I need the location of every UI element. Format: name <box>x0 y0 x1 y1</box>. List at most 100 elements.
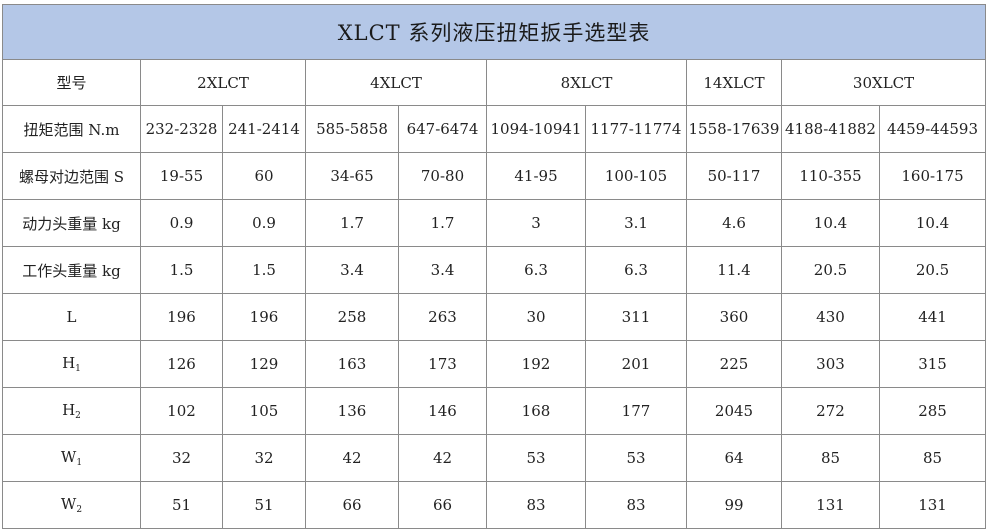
table-cell: 196 <box>140 293 223 341</box>
table-row: 工作头重量 kg 1.5 1.5 3.4 3.4 6.3 6.3 11.4 20.5 20.5 <box>2 246 987 294</box>
model-8xlct: 8XLCT <box>486 59 687 106</box>
row-label-subscript: 1 <box>76 458 83 468</box>
selection-table-sheet: XLCT 系列液压扭矩扳手选型表 型号 2XLCT 4XLCT 8XLCT 14… <box>1 4 987 529</box>
table-cell: 3.4 <box>398 246 487 294</box>
row-label-text: W <box>60 495 77 513</box>
model-row: 型号 2XLCT 4XLCT 8XLCT 14XLCT 30XLCT <box>2 59 987 106</box>
table-cell: 303 <box>781 340 880 388</box>
table-cell: 173 <box>398 340 487 388</box>
table-cell: 131 <box>878 481 987 529</box>
table-cell: 258 <box>305 293 399 341</box>
table-cell: 131 <box>781 481 880 529</box>
table-cell: 160-175 <box>878 152 987 200</box>
title-row: XLCT 系列液压扭矩扳手选型表 <box>1 4 987 60</box>
table-cell: 263 <box>398 293 487 341</box>
table-cell: 85 <box>781 434 880 482</box>
table-cell: 126 <box>140 340 223 388</box>
row-label: 工作头重量 kg <box>2 246 141 294</box>
row-label: H2 <box>2 387 141 435</box>
table-cell: 232-2328 <box>140 105 223 153</box>
row-label: W2 <box>2 481 141 529</box>
table-row: W1 32 32 42 42 53 53 64 85 85 <box>2 434 987 482</box>
table-cell: 1.5 <box>222 246 306 294</box>
table-cell: 83 <box>585 481 687 529</box>
table-cell: 6.3 <box>486 246 586 294</box>
table-cell: 30 <box>486 293 586 341</box>
row-label-subscript: 2 <box>76 505 83 515</box>
row-label: 动力头重量 kg <box>2 199 141 247</box>
table-cell: 32 <box>222 434 306 482</box>
table-cell: 41-95 <box>486 152 586 200</box>
table-cell: 66 <box>398 481 487 529</box>
table-cell: 315 <box>878 340 987 388</box>
row-label-subscript: 1 <box>75 364 81 374</box>
row-label-subscript: 2 <box>75 411 81 421</box>
table-cell: 20.5 <box>781 246 880 294</box>
table-cell: 102 <box>140 387 223 435</box>
table-cell: 1558-17639 <box>686 105 782 153</box>
table-row: 扭矩范围 N.m 232-2328 241-2414 585-5858 647-6474… <box>2 105 987 153</box>
table-cell: 3 <box>486 199 586 247</box>
row-label-text: 工作头重量 kg <box>22 261 121 280</box>
table-cell: 1.5 <box>140 246 223 294</box>
table-cell: 177 <box>585 387 687 435</box>
model-2xlct: 2XLCT <box>140 59 306 106</box>
table-cell: 53 <box>585 434 687 482</box>
table-cell: 4459-44593 <box>878 105 987 153</box>
model-4xlct: 4XLCT <box>305 59 487 106</box>
table-cell: 168 <box>486 387 586 435</box>
table-cell: 1094-10941 <box>486 105 586 153</box>
table-cell: 647-6474 <box>398 105 487 153</box>
table-cell: 110-355 <box>781 152 880 200</box>
row-label-text: 螺母对边范围 S <box>18 167 125 186</box>
table-cell: 64 <box>686 434 782 482</box>
model-header: 型号 <box>2 59 141 106</box>
table-cell: 311 <box>585 293 687 341</box>
table-cell: 3.4 <box>305 246 399 294</box>
table-row: 动力头重量 kg 0.9 0.9 1.7 1.7 3 3.1 4.6 10.4 10.4 <box>2 199 987 247</box>
table-cell: 0.9 <box>222 199 306 247</box>
table-cell: 11.4 <box>686 246 782 294</box>
table-row: H1 126 129 163 173 192 201 225 303 315 <box>2 340 987 388</box>
table-cell: 85 <box>878 434 987 482</box>
table-cell: 1177-11774 <box>585 105 687 153</box>
table-cell: 201 <box>585 340 687 388</box>
table-cell: 129 <box>222 340 306 388</box>
row-label-text: W <box>60 448 77 466</box>
row-label-text: L <box>66 308 77 326</box>
table-cell: 225 <box>686 340 782 388</box>
table-row: W2 51 51 66 66 83 83 99 131 131 <box>2 481 987 529</box>
table-cell: 50-117 <box>686 152 782 200</box>
table-cell: 2045 <box>686 387 782 435</box>
table-cell: 51 <box>222 481 306 529</box>
table-title: XLCT 系列液压扭矩扳手选型表 <box>1 4 987 60</box>
table-row: H2 102 105 136 146 168 177 2045 272 285 <box>2 387 987 435</box>
table-cell: 70-80 <box>398 152 487 200</box>
table-cell: 360 <box>686 293 782 341</box>
table-cell: 60 <box>222 152 306 200</box>
table-cell: 585-5858 <box>305 105 399 153</box>
table-cell: 32 <box>140 434 223 482</box>
table-cell: 241-2414 <box>222 105 306 153</box>
table-row: 螺母对边范围 S 19-55 60 34-65 70-80 41-95 100-105 50-… <box>2 152 987 200</box>
row-label: H1 <box>2 340 141 388</box>
table-cell: 0.9 <box>140 199 223 247</box>
table-cell: 4.6 <box>686 199 782 247</box>
table-cell: 10.4 <box>781 199 880 247</box>
table-cell: 163 <box>305 340 399 388</box>
row-label: 螺母对边范围 S <box>2 152 141 200</box>
table-cell: 83 <box>486 481 586 529</box>
table-cell: 66 <box>305 481 399 529</box>
table-cell: 146 <box>398 387 487 435</box>
table-cell: 3.1 <box>585 199 687 247</box>
table-cell: 99 <box>686 481 782 529</box>
table-cell: 105 <box>222 387 306 435</box>
table-cell: 10.4 <box>878 199 987 247</box>
table-cell: 6.3 <box>585 246 687 294</box>
table-cell: 192 <box>486 340 586 388</box>
table-cell: 272 <box>781 387 880 435</box>
row-label-text: H <box>62 354 76 372</box>
row-label: 扭矩范围 N.m <box>2 105 141 153</box>
row-label: W1 <box>2 434 141 482</box>
table-cell: 196 <box>222 293 306 341</box>
